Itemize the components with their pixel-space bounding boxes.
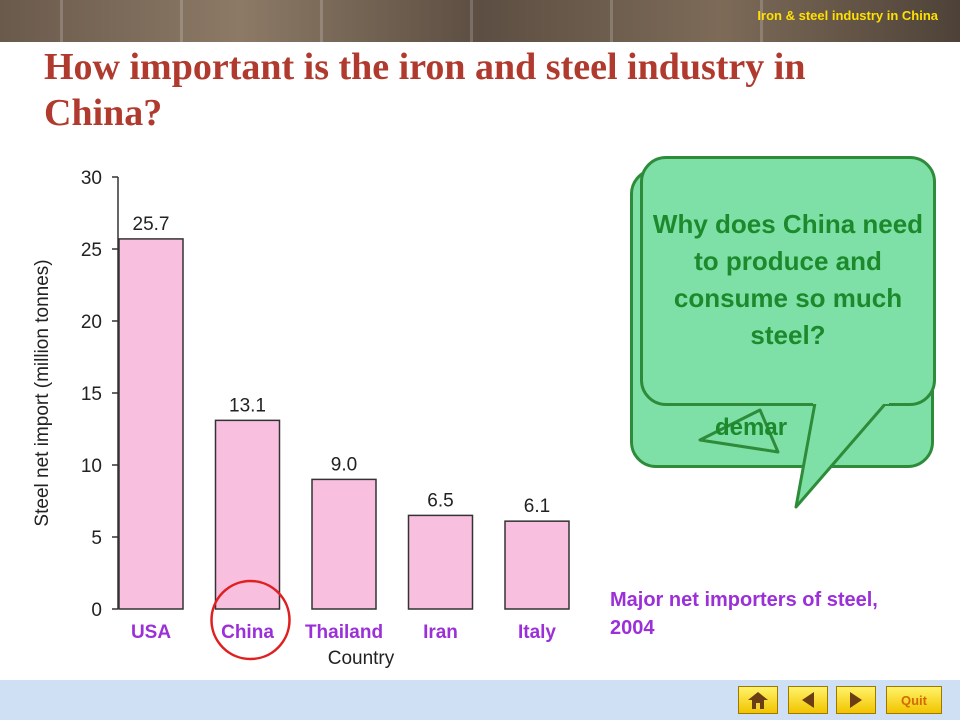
- header-photo-detail: [180, 0, 183, 42]
- header-photo-detail: [610, 0, 613, 42]
- quit-button[interactable]: Quit: [886, 686, 942, 714]
- data-label: 6.5: [427, 490, 453, 511]
- header-photo-detail: [760, 0, 763, 42]
- header-photo-detail: [470, 0, 473, 42]
- y-tick-label: 5: [91, 528, 102, 549]
- x-tick-label: Italy: [518, 622, 556, 643]
- data-label: 9.0: [331, 454, 357, 475]
- bar-usa: [118, 238, 184, 610]
- y-tick-label: 10: [81, 456, 102, 477]
- header-bar: Iron & steel industry in China: [0, 0, 960, 42]
- speech-bubble-question: Why does China need to produce and consu…: [652, 209, 924, 350]
- y-tick-label: 20: [81, 312, 102, 333]
- bar-china: [214, 419, 281, 610]
- x-axis-label: Country: [328, 648, 395, 669]
- section-title: Iron & steel industry in China: [757, 8, 938, 23]
- x-tick-label: China: [221, 622, 274, 643]
- triangle-right-icon: [850, 692, 862, 708]
- x-tick-label: USA: [131, 622, 171, 643]
- page-title: How important is the iron and steel indu…: [44, 46, 806, 134]
- chart-caption: Major net importers of steel, 2004: [610, 589, 878, 639]
- y-tick-label: 30: [81, 168, 102, 189]
- y-tick-label: 25: [81, 240, 102, 261]
- triangle-left-icon: [802, 692, 814, 708]
- bar-chart: 0 5 10 15 20 25 30 Steel net import (million to…: [32, 168, 570, 669]
- bar-thailand: [311, 478, 377, 610]
- data-label: 13.1: [229, 395, 266, 416]
- highlight-circle: [210, 579, 291, 661]
- data-label: 25.7: [133, 214, 170, 235]
- bar-iran: [407, 514, 474, 610]
- data-label: 6.1: [524, 496, 550, 517]
- home-icon: [748, 692, 768, 709]
- x-tick-label: Thailand: [305, 622, 383, 643]
- next-button[interactable]: [836, 686, 876, 714]
- header-photo-detail: [320, 0, 323, 42]
- home-button[interactable]: [738, 686, 778, 714]
- y-tick-label: 0: [91, 600, 102, 621]
- bar-italy: [504, 520, 570, 610]
- speech-bubble-front[interactable]: [640, 156, 936, 406]
- speech-bubble-back-text: demar: [715, 414, 788, 441]
- y-axis-label: Steel net import (million tonnes): [32, 259, 53, 526]
- header-photo-detail: [60, 0, 63, 42]
- x-tick-label: Iran: [423, 622, 458, 643]
- y-tick-label: 15: [81, 384, 102, 405]
- back-button[interactable]: [788, 686, 828, 714]
